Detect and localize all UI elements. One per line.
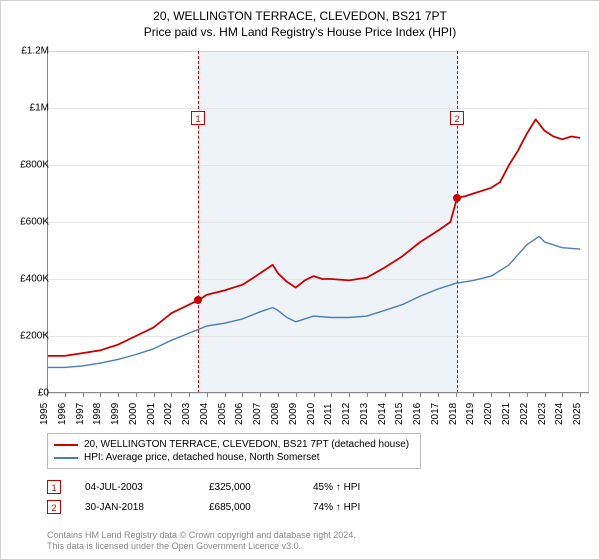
plot-area: 12 xyxy=(47,51,589,393)
legend-swatch-hpi xyxy=(54,457,78,459)
chart-marker-box: 1 xyxy=(191,111,205,125)
x-tick-label: 2024 xyxy=(554,403,565,425)
x-tick-label: 2019 xyxy=(465,403,476,425)
legend-label-property: 20, WELLINGTON TERRACE, CLEVEDON, BS21 7… xyxy=(84,439,409,450)
x-tick-label: 2012 xyxy=(341,403,352,425)
sale-row-2: 2 30-JAN-2018 £685,000 74% ↑ HPI xyxy=(47,497,527,517)
x-tick-label: 1999 xyxy=(110,403,121,425)
sales-table: 1 04-JUL-2003 £325,000 45% ↑ HPI 2 30-JA… xyxy=(47,477,527,517)
chart-marker-box: 2 xyxy=(450,111,464,125)
sale-index-1: 1 xyxy=(47,480,61,494)
x-tick-label: 2011 xyxy=(324,403,335,425)
x-tick-label: 2002 xyxy=(163,403,174,425)
sale-price-2: £685,000 xyxy=(209,502,289,513)
y-tick-label: £600K xyxy=(20,217,49,228)
y-tick-label: £400K xyxy=(20,274,49,285)
line-series-svg xyxy=(47,51,589,393)
sale-pct-2: 74% ↑ HPI xyxy=(313,502,413,513)
sale-dot xyxy=(453,194,461,202)
footer: Contains HM Land Registry data © Crown c… xyxy=(47,530,356,553)
x-tick-label: 2005 xyxy=(217,403,228,425)
sale-dot xyxy=(194,296,202,304)
legend-swatch-property xyxy=(54,444,78,446)
x-tick-label: 2007 xyxy=(252,403,263,425)
x-tick-label: 1998 xyxy=(92,403,103,425)
x-tick-label: 2014 xyxy=(377,403,388,425)
sale-index-2: 2 xyxy=(47,500,61,514)
x-tick-label: 1997 xyxy=(74,403,85,425)
x-tick-label: 1995 xyxy=(39,403,50,425)
x-tick-label: 2004 xyxy=(199,403,210,425)
x-tick-label: 2023 xyxy=(536,403,547,425)
y-tick-label: £1M xyxy=(30,103,49,114)
chart-subtitle: Price paid vs. HM Land Registry's House … xyxy=(1,23,599,39)
chart-container: 20, WELLINGTON TERRACE, CLEVEDON, BS21 7… xyxy=(0,0,600,560)
sale-date-1: 04-JUL-2003 xyxy=(85,482,185,493)
chart-title: 20, WELLINGTON TERRACE, CLEVEDON, BS21 7… xyxy=(1,1,599,23)
footer-line-1: Contains HM Land Registry data © Crown c… xyxy=(47,530,356,542)
y-tick-label: £0 xyxy=(38,388,49,399)
x-tick-label: 2016 xyxy=(412,403,423,425)
x-tick-label: 2003 xyxy=(181,403,192,425)
x-tick-label: 2015 xyxy=(394,403,405,425)
x-tick-label: 2006 xyxy=(234,403,245,425)
x-tick-label: 2000 xyxy=(128,403,139,425)
x-axis xyxy=(47,392,589,393)
y-tick-label: £200K xyxy=(20,331,49,342)
legend: 20, WELLINGTON TERRACE, CLEVEDON, BS21 7… xyxy=(47,433,421,469)
sale-row-1: 1 04-JUL-2003 £325,000 45% ↑ HPI xyxy=(47,477,527,497)
sale-price-1: £325,000 xyxy=(209,482,289,493)
x-tick-label: 2013 xyxy=(359,403,370,425)
x-tick-label: 1996 xyxy=(57,403,68,425)
y-tick-label: £1.2M xyxy=(21,46,49,57)
x-tick-label: 2009 xyxy=(288,403,299,425)
x-tick-label: 2022 xyxy=(519,403,530,425)
legend-item-property: 20, WELLINGTON TERRACE, CLEVEDON, BS21 7… xyxy=(54,438,414,451)
legend-item-hpi: HPI: Average price, detached house, Nort… xyxy=(54,451,414,464)
footer-line-2: This data is licensed under the Open Gov… xyxy=(47,541,356,553)
legend-label-hpi: HPI: Average price, detached house, Nort… xyxy=(84,452,320,463)
y-tick-label: £800K xyxy=(20,160,49,171)
sale-date-2: 30-JAN-2018 xyxy=(85,502,185,513)
x-tick-label: 2021 xyxy=(501,403,512,425)
sale-pct-1: 45% ↑ HPI xyxy=(313,482,413,493)
x-tick-label: 2025 xyxy=(572,403,583,425)
x-tick-label: 2017 xyxy=(430,403,441,425)
x-tick-label: 2020 xyxy=(483,403,494,425)
x-tick-label: 2018 xyxy=(448,403,459,425)
x-tick-label: 2001 xyxy=(145,403,156,425)
x-tick-label: 2010 xyxy=(305,403,316,425)
x-tick-label: 2008 xyxy=(270,403,281,425)
